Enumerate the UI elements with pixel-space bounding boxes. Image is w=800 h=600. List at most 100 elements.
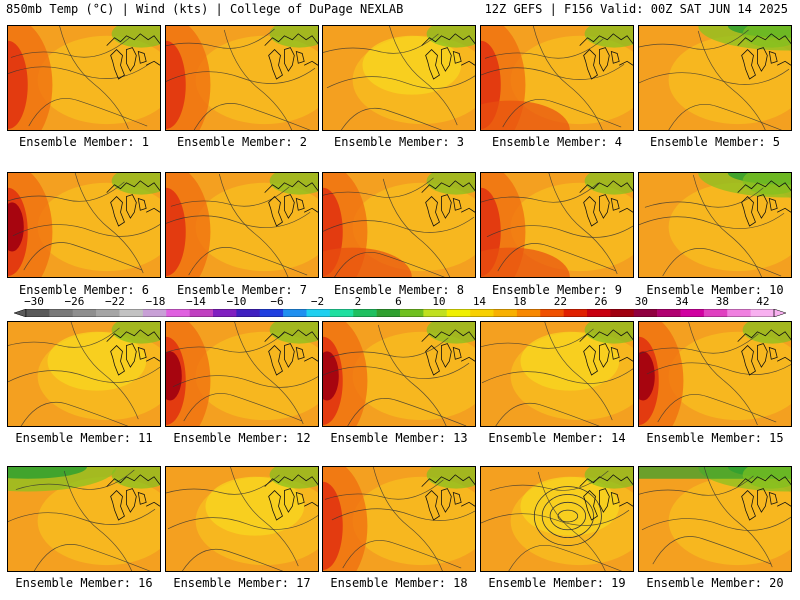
colorbar-tick-label: −22 [105,295,125,308]
ensemble-label-10: Ensemble Member: 10 [646,283,784,297]
ensemble-label-20: Ensemble Member: 20 [646,576,784,590]
colorbar-segment [516,309,541,317]
colorbar-tick-label: 42 [756,295,770,308]
colorbar-segment [563,309,588,317]
colorbar-segment [72,309,97,317]
colorbar-tick-label: 10 [432,295,446,308]
temperature-colorbar [14,309,786,317]
ensemble-map-16 [7,466,161,572]
map-field [166,322,318,426]
ensemble-map-3 [322,25,476,131]
map-field [323,322,475,426]
map-field [166,173,318,277]
ensemble-map-18 [322,466,476,572]
colorbar-tick-label: −30 [24,295,44,308]
ensemble-map-15 [638,321,792,427]
map-field [8,26,160,130]
ensemble-label-7: Ensemble Member: 7 [176,283,308,297]
ensemble-label-3: Ensemble Member: 3 [333,135,465,149]
colorbar-tick-label: −26 [64,295,85,308]
ensemble-label-4: Ensemble Member: 4 [491,135,623,149]
colorbar-segment [423,309,448,317]
colorbar-segment [376,309,401,317]
ensemble-label-2: Ensemble Member: 2 [176,135,308,149]
colorbar-tick-label: −6 [270,295,284,308]
map-field [323,26,475,130]
colorbar-segment [283,309,307,317]
colorbar-segment [446,309,471,317]
ensemble-label-9: Ensemble Member: 9 [491,283,623,297]
ensemble-label-14: Ensemble Member: 14 [488,431,626,445]
ensemble-map-8 [322,172,476,278]
ensemble-label-1: Ensemble Member: 1 [18,135,150,149]
colorbar-segment [610,309,635,317]
map-field [481,26,633,130]
colorbar-segment [166,309,190,317]
colorbar-segment [750,309,775,317]
colorbar-segment [727,309,751,317]
ensemble-label-6: Ensemble Member: 6 [18,283,150,297]
ensemble-map-11 [7,321,161,427]
colorbar-tick-label: −18 [145,295,166,308]
map-field [323,173,475,277]
ensemble-label-12: Ensemble Member: 12 [173,431,311,445]
colorbar-tick-label: 34 [675,295,689,308]
ensemble-map-17 [165,466,319,572]
map-field [481,467,633,571]
colorbar-segment [540,309,564,317]
colorbar-segment [26,309,50,317]
colorbar-max-arrow [773,309,786,317]
ensemble-map-13 [322,321,476,427]
ensemble-label-18: Ensemble Member: 18 [330,576,468,590]
map-field [639,467,791,571]
ensemble-label-8: Ensemble Member: 8 [333,283,465,297]
ensemble-map-7 [165,172,319,278]
colorbar-segment [306,309,331,317]
ensemble-map-10 [638,172,792,278]
colorbar-segment [493,309,518,317]
map-field [323,467,475,571]
ensemble-map-9 [480,172,634,278]
map-field [8,322,160,426]
ensemble-label-11: Ensemble Member: 11 [15,431,153,445]
ensemble-map-14 [480,321,634,427]
colorbar-segment [657,309,681,317]
colorbar-segment [587,309,611,317]
map-field [639,322,791,426]
colorbar-segment [49,309,74,317]
colorbar-segment [119,309,144,317]
colorbar-segment [96,309,120,317]
colorbar-tick-label: 22 [553,295,568,308]
ensemble-label-13: Ensemble Member: 13 [330,431,468,445]
ensemble-map-19 [480,466,634,572]
colorbar-tick-label: 14 [472,295,487,308]
chart-title: 850mb Temp (°C) | Wind (kts) | College o… [6,2,404,16]
colorbar-segment [703,309,728,317]
colorbar-tick-label: 26 [594,295,608,308]
colorbar-segment [680,309,705,317]
map-field [639,173,791,277]
ensemble-label-5: Ensemble Member: 5 [649,135,781,149]
map-field [166,467,318,571]
run-info: 12Z GEFS | F156 Valid: 00Z SAT JUN 14 20… [484,2,788,16]
colorbar-tick-label: 2 [354,295,362,308]
colorbar-segment [633,309,658,317]
colorbar-segment [142,309,167,317]
colorbar-segment [189,309,214,317]
colorbar-segment [470,309,494,317]
colorbar-segment [259,309,284,317]
ensemble-map-4 [480,25,634,131]
colorbar-segment [329,309,354,317]
colorbar-tick-label: 38 [715,295,730,308]
map-field [8,173,160,277]
ensemble-map-5 [638,25,792,131]
ensemble-label-16: Ensemble Member: 16 [15,576,153,590]
colorbar-tick-label: 6 [395,295,402,308]
ensemble-map-1 [7,25,161,131]
map-field [481,322,633,426]
ensemble-map-20 [638,466,792,572]
ensemble-label-19: Ensemble Member: 19 [488,576,626,590]
ensemble-map-12 [165,321,319,427]
map-field [166,26,318,130]
colorbar-segment [400,309,424,317]
